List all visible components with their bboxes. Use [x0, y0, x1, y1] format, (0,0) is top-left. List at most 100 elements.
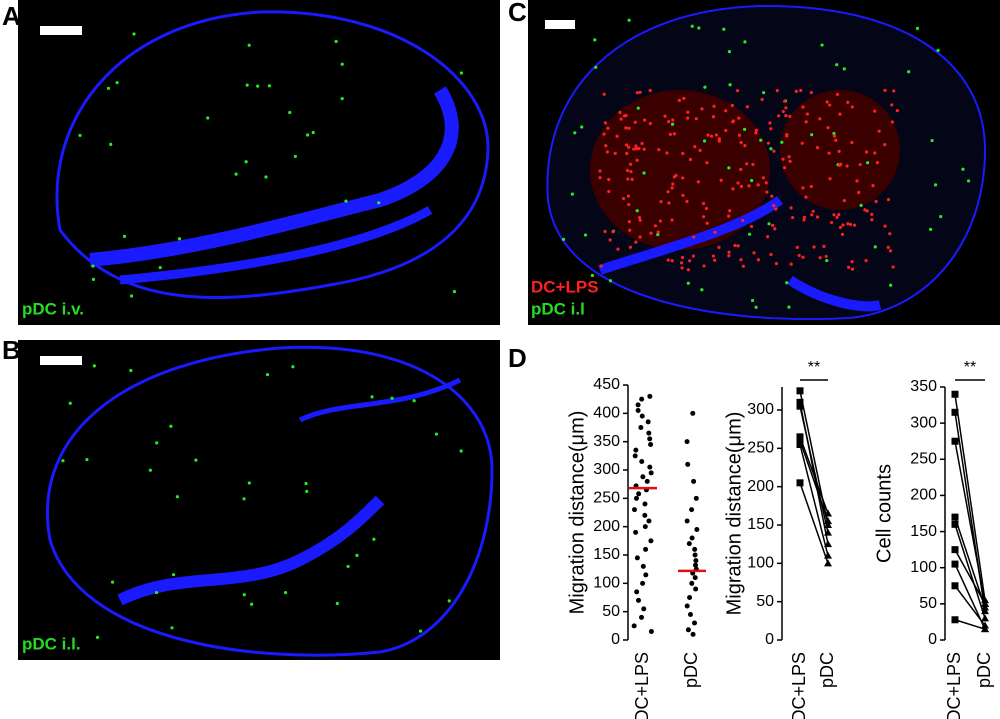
cell-dot	[933, 183, 938, 187]
cell-dot	[785, 134, 789, 138]
cell-dot	[739, 184, 744, 189]
y-tick-label: 100	[747, 555, 774, 572]
data-point	[635, 402, 641, 408]
cell-dot	[638, 235, 642, 239]
cell-dot	[686, 268, 690, 272]
data-point	[647, 393, 653, 399]
cell-dot	[372, 537, 376, 541]
pair-start	[796, 479, 804, 487]
cell-dot	[769, 252, 773, 257]
cell-dot	[848, 222, 853, 227]
cell-dot	[667, 201, 671, 205]
cell-dot	[886, 245, 890, 249]
data-point	[643, 572, 649, 578]
y-tick-label: 0	[765, 631, 774, 648]
cell-dot	[832, 134, 836, 138]
cell-dot	[787, 305, 791, 309]
cell-dot	[668, 132, 672, 136]
data-point	[648, 629, 654, 634]
cell-dot	[593, 38, 597, 42]
cell-dot	[598, 176, 602, 180]
y-tick-label: 100	[910, 559, 937, 576]
cell-dot	[777, 114, 781, 118]
cell-dot	[827, 151, 831, 155]
cell-dot	[681, 176, 685, 180]
y-tick-label: 150	[747, 516, 774, 533]
cell-dot	[659, 200, 663, 204]
cell-dot	[873, 151, 877, 155]
cell-dot	[606, 126, 610, 130]
cell-dot	[640, 141, 644, 146]
panel-label: D	[508, 343, 527, 373]
x-tick-label: DC+LPS	[944, 652, 964, 719]
cell-dot	[826, 125, 830, 130]
data-point	[645, 419, 651, 425]
cell-dot	[825, 100, 829, 104]
cell-dot	[712, 104, 716, 108]
cell-dot	[810, 213, 814, 217]
cell-dot	[789, 262, 793, 266]
cell-dot	[611, 230, 615, 234]
cell-dot	[756, 183, 760, 187]
cell-dot	[781, 109, 785, 114]
pair-start	[951, 560, 959, 568]
y-tick-label: 50	[919, 595, 937, 612]
cell-dot	[780, 140, 784, 144]
cell-dot	[628, 245, 632, 249]
cell-dot	[784, 114, 788, 118]
pair-line	[954, 549, 986, 605]
cell-dot	[835, 92, 840, 97]
cell-dot	[247, 43, 251, 47]
cell-dot	[626, 194, 631, 198]
cell-dot	[580, 125, 584, 129]
cell-dot	[852, 223, 857, 227]
cell-dot	[788, 114, 792, 118]
cell-dot	[679, 261, 684, 265]
cell-dot	[727, 250, 731, 254]
cell-dot	[818, 256, 822, 260]
data-point	[692, 552, 698, 558]
cell-dot	[855, 179, 859, 183]
cell-dot	[627, 126, 631, 130]
x-tick-label: pDC	[974, 652, 994, 688]
data-point	[690, 410, 696, 416]
cell-dot	[682, 96, 686, 100]
pair-line	[799, 444, 829, 556]
cell-dot	[247, 481, 251, 485]
cell-dot	[773, 227, 777, 231]
cell-dot	[710, 134, 714, 138]
cell-dot	[754, 305, 758, 309]
cell-dot	[736, 181, 740, 185]
cell-dot	[739, 140, 743, 145]
y-tick-label: 150	[593, 546, 620, 563]
cell-dot	[693, 145, 697, 149]
cell-dot	[677, 98, 682, 103]
cell-dot	[873, 109, 877, 113]
cell-dot	[727, 214, 731, 218]
cell-dot	[665, 151, 669, 155]
cell-dot	[837, 149, 841, 154]
cell-dot	[245, 83, 249, 87]
data-point	[635, 408, 641, 413]
data-point	[639, 459, 645, 464]
panel-label: C	[508, 0, 527, 27]
cell-dot	[828, 103, 832, 107]
data-point	[639, 614, 645, 620]
cell-dot	[311, 130, 315, 135]
cell-dot	[802, 218, 806, 222]
cell-dot	[811, 209, 815, 213]
data-point	[647, 436, 653, 442]
cell-dot	[696, 180, 700, 184]
cell-dot	[804, 120, 808, 124]
cell-dot	[775, 89, 779, 93]
cell-dot	[304, 481, 308, 486]
cell-dot	[691, 254, 696, 258]
cell-dot	[824, 254, 828, 259]
cell-dot	[727, 166, 731, 170]
cell-dot	[459, 449, 463, 453]
cell-dot	[883, 143, 887, 147]
data-point	[633, 447, 639, 453]
cell-dot	[122, 234, 127, 238]
cell-dot	[809, 184, 813, 189]
cell-dot	[265, 372, 270, 377]
